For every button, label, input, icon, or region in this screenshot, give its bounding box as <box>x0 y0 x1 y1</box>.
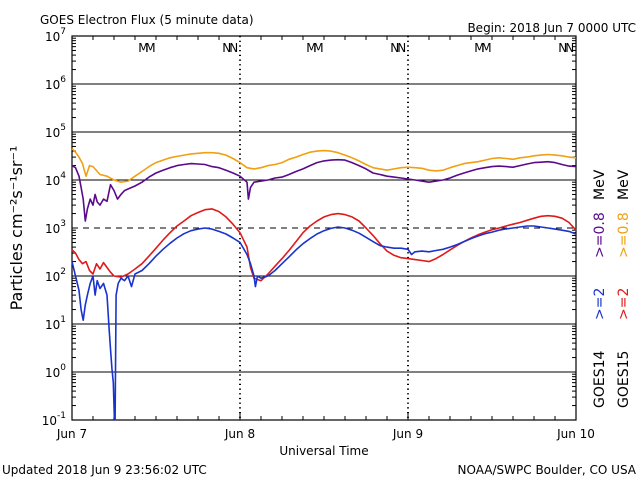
n-marker-goes15: N <box>229 41 238 55</box>
y-tick-label: 104 <box>45 171 66 188</box>
y-tick-label: 100 <box>45 363 66 380</box>
y-tick-label: 107 <box>45 27 66 44</box>
legend-mev-1: MeV <box>592 169 608 200</box>
legend-goes14-ge2: >=2 <box>592 288 608 320</box>
n-marker-goes14: N <box>558 41 567 55</box>
m-marker-goes14: M <box>138 41 148 55</box>
x-tick-label: Jun 8 <box>224 427 255 441</box>
y-axis-label: Particles cm⁻²s⁻¹sr⁻¹ <box>7 146 26 311</box>
x-tick-label: Jun 9 <box>392 427 423 441</box>
series-layer <box>71 148 577 421</box>
y-tick-label: 106 <box>45 75 66 92</box>
x-tick-label: Jun 7 <box>56 427 87 441</box>
legend-goes15-label: GOES15 <box>616 351 632 408</box>
y-tick-label: 10-1 <box>42 411 66 428</box>
day-divider-lines <box>239 36 409 420</box>
legend-goes14-label: GOES14 <box>592 350 608 408</box>
credit-label: NOAA/SWPC Boulder, CO USA <box>458 463 637 477</box>
y-tick-label: 102 <box>45 267 66 284</box>
n-marker-goes14: N <box>222 41 231 55</box>
series-goes14-0-8-mev <box>71 158 577 222</box>
series-goes15-2-mev <box>71 208 577 282</box>
n-marker-goes14: N <box>390 41 399 55</box>
updated-label: Updated 2018 Jun 9 23:56:02 UTC <box>2 463 207 477</box>
legend-mev-2: MeV <box>616 169 632 200</box>
m-marker-goes15: M <box>481 41 491 55</box>
n-marker-goes15: N <box>397 41 406 55</box>
series-goes14-2-mev <box>71 225 577 421</box>
legend-goes14: GOES14 >=2 >=0.8 MeV <box>592 169 608 408</box>
mn-markers: M M MM M MN N NN N N <box>138 41 574 55</box>
m-marker-goes15: M <box>313 41 323 55</box>
chart-title: GOES Electron Flux (5 minute data) <box>40 13 254 27</box>
legend-goes15-ge2: >=2 <box>616 288 632 320</box>
legend-goes15-ge08: >=0.8 <box>616 212 632 258</box>
y-axis-ticks: 10-1 100 101 102 103 104 105 106 107 <box>42 27 576 428</box>
grid-lines <box>72 83 576 373</box>
legend-goes14-ge08: >=0.8 <box>592 212 608 258</box>
x-tick-label: Jun 10 <box>556 427 595 441</box>
legend-goes15: GOES15 >=2 >=0.8 MeV <box>616 169 632 408</box>
y-tick-label: 105 <box>45 123 66 140</box>
m-marker-goes15: M <box>145 41 155 55</box>
x-axis-ticks: Jun 7 Jun 8 Jun 9 Jun 10 <box>56 36 595 441</box>
m-marker-goes14: M <box>474 41 484 55</box>
begin-label: Begin: 2018 Jun 7 0000 UTC <box>467 21 636 35</box>
m-marker-goes14: M <box>306 41 316 55</box>
n-marker-goes15: N <box>565 41 574 55</box>
x-axis-label: Universal Time <box>279 444 368 458</box>
series-goes15-0-8-mev <box>71 148 577 183</box>
y-tick-label: 103 <box>45 219 66 236</box>
y-tick-label: 101 <box>45 315 66 332</box>
